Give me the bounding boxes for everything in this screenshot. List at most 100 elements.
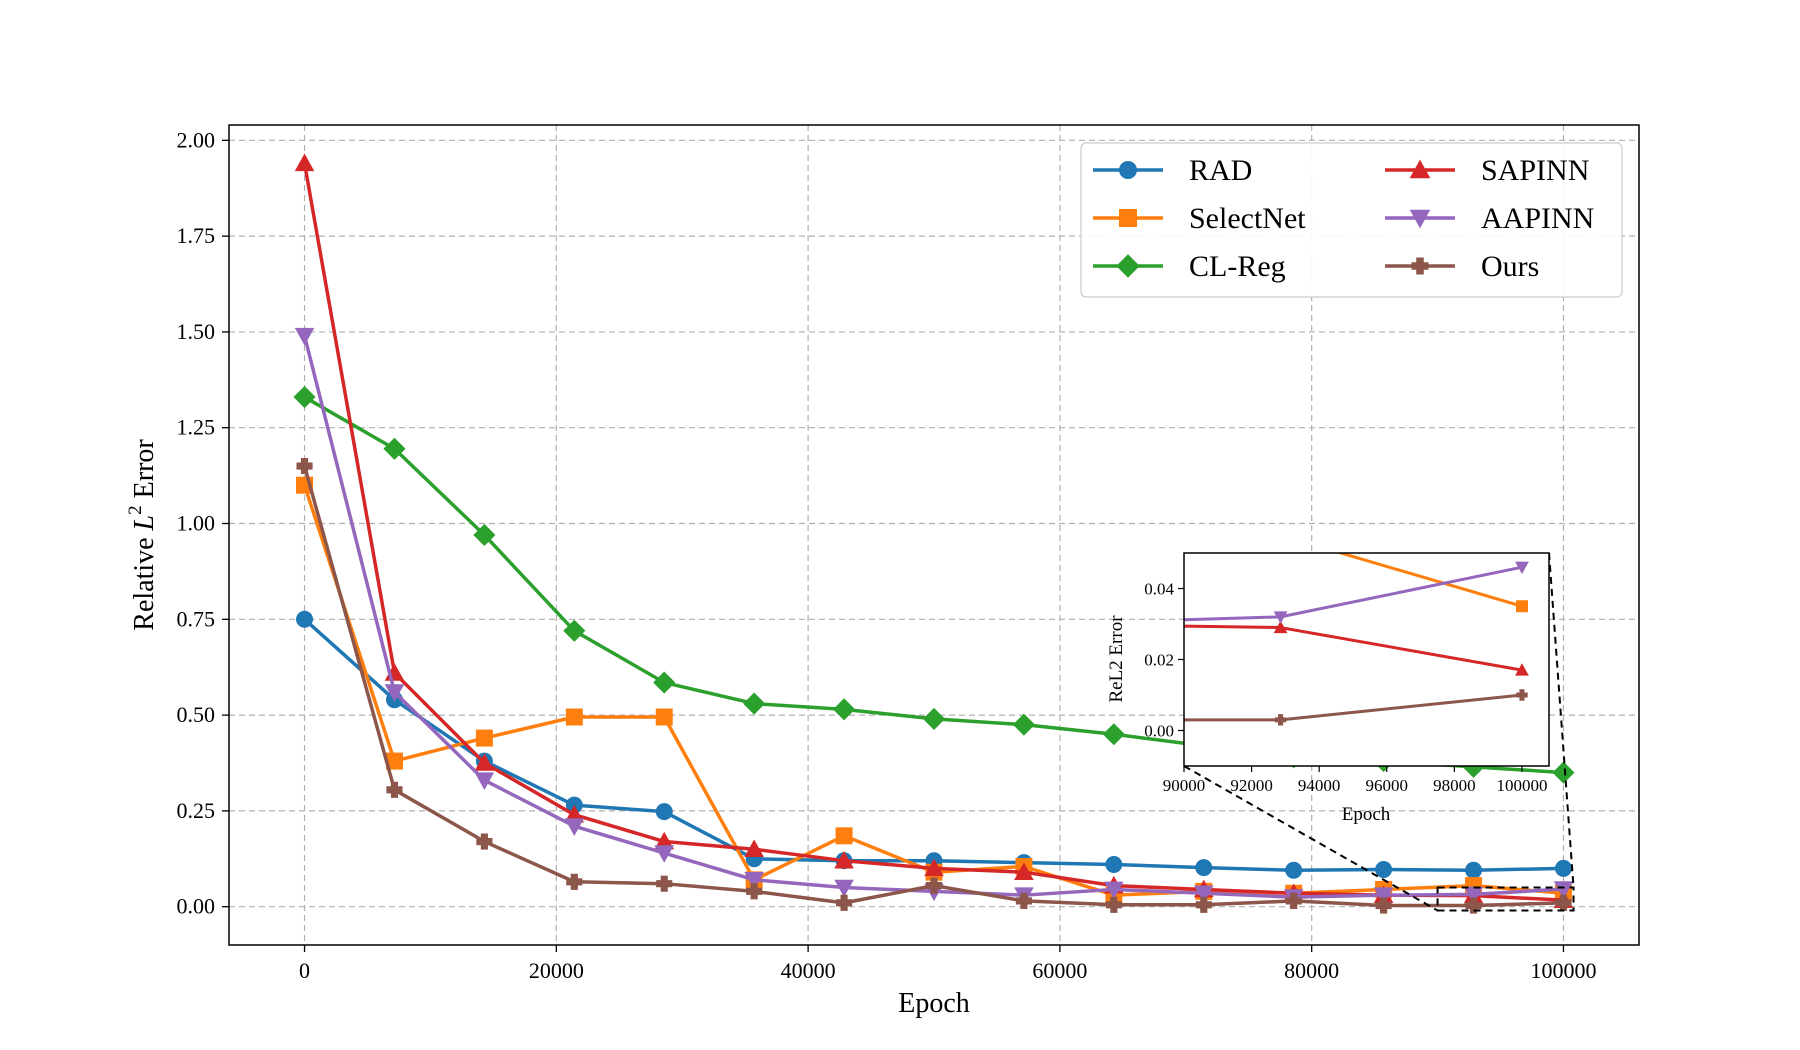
main-gridlines [229,125,1639,945]
data-point-ours [1555,894,1572,911]
data-point-rad [1285,861,1303,879]
y-tick-label: 1.00 [177,511,216,536]
zoom-connector-right [1548,552,1575,888]
x-tick-label: 100000 [1530,958,1596,983]
y-axis-label-superscript: 2 [125,505,146,515]
data-point-sapinn [834,850,854,869]
data-point-cl-reg [1102,723,1125,746]
inset-x-tick-label: 92000 [1230,776,1273,795]
inset-data-point-ours [1516,689,1528,701]
data-point-sapinn [294,153,315,172]
data-point-cl-reg [293,386,316,409]
data-point-aapinn [1194,885,1214,904]
data-point-selectnet [835,827,853,845]
data-point-cl-reg [473,523,496,547]
inset-x-axis-label: Epoch [1342,804,1391,825]
data-point-ours [925,877,943,894]
x-tick-label: 40000 [781,958,836,983]
main-axis-ticks: 0 20000 40000 60000 80000 100000 0.00 0.25 0.50 0… [177,127,1597,983]
legend: RAD SelectNet CL-Reg SAPINN AAPINN Ours [1080,142,1623,298]
inset-x-tick-label: 98000 [1433,776,1476,795]
data-point-selectnet [565,708,583,726]
data-point-ours [1105,896,1122,913]
data-point-ours [386,781,403,798]
data-point-ours [746,883,763,900]
legend-marker-ours [1411,257,1429,275]
data-point-cl-reg [653,671,676,694]
legend-item-aapinn: AAPINN [1385,202,1594,235]
legend-item-rad: RAD [1093,154,1252,187]
legend-marker-selectnet [1119,209,1137,227]
data-point-selectnet [475,729,493,747]
inset-data-point-sapinn [1273,620,1288,634]
data-point-cl-reg [383,437,406,460]
data-point-selectnet [385,752,403,770]
x-tick-label: 0 [299,958,310,983]
data-point-ours [476,833,493,850]
y-tick-label: 1.25 [177,415,216,440]
inset-y-axis-label: ReL2 Error [1106,615,1127,703]
data-point-ours [1465,897,1482,914]
legend-box [1080,142,1623,298]
data-point-rad [1195,859,1213,877]
inset-series-ours [1184,689,1528,726]
inset-data-point-sapinn [1515,663,1529,676]
data-point-ours [1015,892,1033,910]
data-point-sapinn [924,858,944,877]
y-axis-label-suffix: Error [129,439,160,506]
data-point-ours [1375,897,1392,914]
data-point-cl-reg [743,692,766,715]
legend-marker-aapinn [1409,209,1431,229]
y-tick-label: 1.75 [177,223,216,248]
data-point-rad [1554,859,1572,877]
data-point-rad [1375,861,1393,879]
inset-data-point-selectnet [1515,600,1528,613]
data-point-sapinn [564,804,585,823]
inset-chart: 90000 92000 94000 96000 98000 100000 0.00 0.02 0… [1106,370,1550,825]
legend-label-sapinn: SAPINN [1481,154,1589,187]
legend-label-cl-reg: CL-Reg [1189,250,1286,283]
data-point-aapinn [1553,881,1574,899]
y-tick-label: 0.25 [177,798,216,823]
y-axis-label: Relative L2 Error [125,439,160,631]
data-point-sapinn [654,831,674,850]
data-point-aapinn [834,879,854,898]
inset-data-point-aapinn [1515,561,1529,575]
inset-x-tick-label: 96000 [1366,776,1409,795]
legend-label-ours: Ours [1481,250,1539,283]
data-point-cl-reg [1552,761,1575,784]
zoom-connector-left [1183,765,1439,912]
inset-data-point-rad [1516,370,1528,382]
legend-item-ours: Ours [1385,250,1539,283]
data-point-rad [1105,856,1123,874]
data-point-rad [655,803,673,821]
x-tick-label: 60000 [1032,958,1087,983]
data-point-aapinn [564,818,585,836]
inset-plot-area [1184,370,1529,726]
data-point-cl-reg [563,619,586,642]
y-tick-label: 2.00 [177,127,216,152]
data-point-selectnet [655,708,673,726]
data-point-ours [835,894,853,911]
y-tick-label: 1.50 [177,319,216,344]
y-axis-label-variable: L [129,515,160,532]
y-tick-label: 0.00 [177,894,216,919]
legend-label-rad: RAD [1189,154,1252,187]
inset-y-tick-label: 0.00 [1144,722,1174,741]
data-point-cl-reg [1012,713,1035,736]
x-tick-label: 20000 [529,958,584,983]
zoom-region-box [1436,886,1575,912]
x-tick-label: 80000 [1284,958,1339,983]
y-axis-label-prefix: Relative [129,530,160,630]
data-point-aapinn [1104,881,1124,900]
inset-data-point-aapinn [1273,611,1288,624]
inset-background [1184,553,1549,766]
inset-y-tick-label: 0.02 [1144,651,1174,670]
inset-series-layer [1184,370,1529,726]
data-point-cl-reg [833,698,856,721]
data-point-aapinn [744,872,764,890]
legend-marker-rad [1119,161,1137,179]
inset-x-tick-label: 94000 [1298,776,1341,795]
inset-series-sapinn [1184,620,1529,676]
